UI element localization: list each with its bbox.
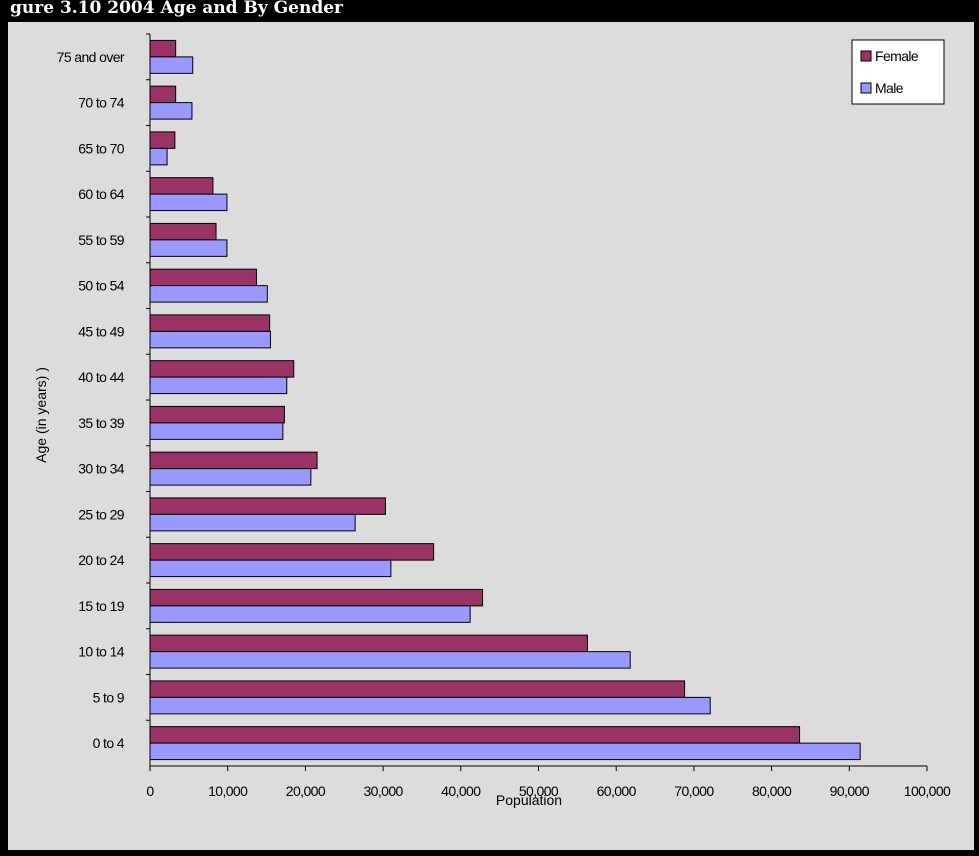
bar-male-10-to-14	[149, 651, 631, 669]
bar-male-45-to-49	[149, 330, 271, 349]
x-tick-label: 50,000	[519, 783, 559, 799]
bar-female-65-to-70	[149, 131, 176, 149]
y-tick-label: 5 to 9	[93, 689, 125, 705]
y-tick-label: 50 to 54	[78, 278, 125, 294]
y-tick-label: 10 to 14	[78, 644, 125, 660]
y-tick-label: 40 to 44	[78, 369, 125, 385]
bar-female-25-to-29	[149, 497, 386, 515]
x-tick-label: 100,000	[904, 783, 951, 799]
bar-male-0-to-4	[149, 742, 861, 761]
bar-male-35-to-39	[149, 422, 284, 440]
x-tick-label: 20,000	[286, 783, 326, 799]
bar-female-70-to-74	[149, 85, 177, 104]
bar-female-5-to-9	[149, 680, 686, 698]
y-tick-label: 60 to 64	[78, 186, 125, 202]
y-tick-label: 35 to 39	[78, 415, 125, 431]
population-bar-chart: 0 to 4 5 to 9 10 to 14 15 to 19 20 to 24 25 t…	[33, 33, 952, 808]
labels-group: 0 to 4 5 to 9 10 to 14 15 to 19 20 to 24 25 t…	[57, 49, 952, 799]
legend-label-female: Female	[875, 48, 919, 64]
legend-label-male: Male	[875, 80, 904, 96]
bar-male-70-to-74	[149, 102, 193, 120]
bar-female-55-to-59	[149, 222, 217, 241]
bar-male-55-to-59	[149, 239, 228, 257]
y-tick-label: 70 to 74	[78, 95, 125, 111]
bar-female-0-to-4	[149, 726, 801, 744]
y-tick-label: 45 to 49	[78, 323, 125, 339]
legend-swatch-female	[860, 50, 872, 62]
bar-male-60-to-64	[149, 193, 228, 212]
y-tick-label: 30 to 34	[78, 461, 125, 477]
bar-male-25-to-29	[149, 513, 356, 532]
bar-male-65-to-70	[149, 147, 168, 166]
x-axis-title: Population	[496, 792, 562, 808]
bar-female-50-to-54	[149, 268, 257, 287]
bar-male-5-to-9	[149, 696, 711, 715]
bar-male-20-to-24	[149, 559, 392, 578]
y-tick-label: 55 to 59	[78, 232, 125, 248]
y-tick-label: 25 to 29	[78, 506, 125, 522]
bar-female-45-to-49	[149, 314, 271, 332]
y-tick-label: 20 to 24	[78, 552, 125, 568]
x-tick-label: 70,000	[674, 783, 714, 799]
bar-female-30-to-34	[149, 451, 318, 470]
y-tick-label: 15 to 19	[78, 598, 125, 614]
bar-female-15-to-19	[149, 588, 484, 607]
x-tick-label: 10,000	[208, 783, 248, 799]
figure-title: gure 3.10 2004 Age and By Gender	[0, 0, 979, 22]
bar-female-40-to-44	[149, 360, 295, 378]
bar-female-75-and-over	[149, 39, 177, 58]
y-axis-title: Age (in years) )	[33, 367, 49, 463]
bars-group	[149, 39, 861, 761]
y-tick-label: 0 to 4	[93, 735, 125, 751]
bar-male-50-to-54	[149, 285, 268, 303]
y-tick-label: 65 to 70	[78, 140, 125, 156]
x-tick-label: 40,000	[441, 783, 481, 799]
bar-female-35-to-39	[149, 405, 285, 424]
bar-male-75-and-over	[149, 56, 194, 74]
bar-female-10-to-14	[149, 634, 588, 653]
y-tick-label: 75 and over	[57, 49, 125, 65]
x-tick-label: 30,000	[363, 783, 403, 799]
bar-male-40-to-44	[149, 376, 288, 395]
legend-swatch-male	[860, 82, 872, 94]
legend: Female Male	[851, 39, 945, 105]
x-tick-label: 90,000	[830, 783, 870, 799]
chart-frame: 0 to 4 5 to 9 10 to 14 15 to 19 20 to 24 25 t…	[8, 22, 974, 850]
x-tick-label: 80,000	[752, 783, 792, 799]
bar-female-20-to-24	[149, 543, 435, 561]
bar-male-30-to-34	[149, 468, 312, 486]
bar-male-15-to-19	[149, 605, 471, 623]
bar-female-60-to-64	[149, 177, 214, 195]
x-tick-label: 0	[146, 783, 154, 799]
x-tick-label: 60,000	[597, 783, 637, 799]
axes-group	[146, 33, 928, 771]
